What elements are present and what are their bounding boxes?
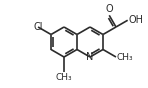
Text: CH₃: CH₃ [117,53,134,62]
Text: Cl: Cl [33,22,43,32]
Text: CH₃: CH₃ [56,73,72,82]
Text: O: O [105,4,113,14]
Text: OH: OH [129,15,144,25]
Text: N: N [86,52,94,62]
